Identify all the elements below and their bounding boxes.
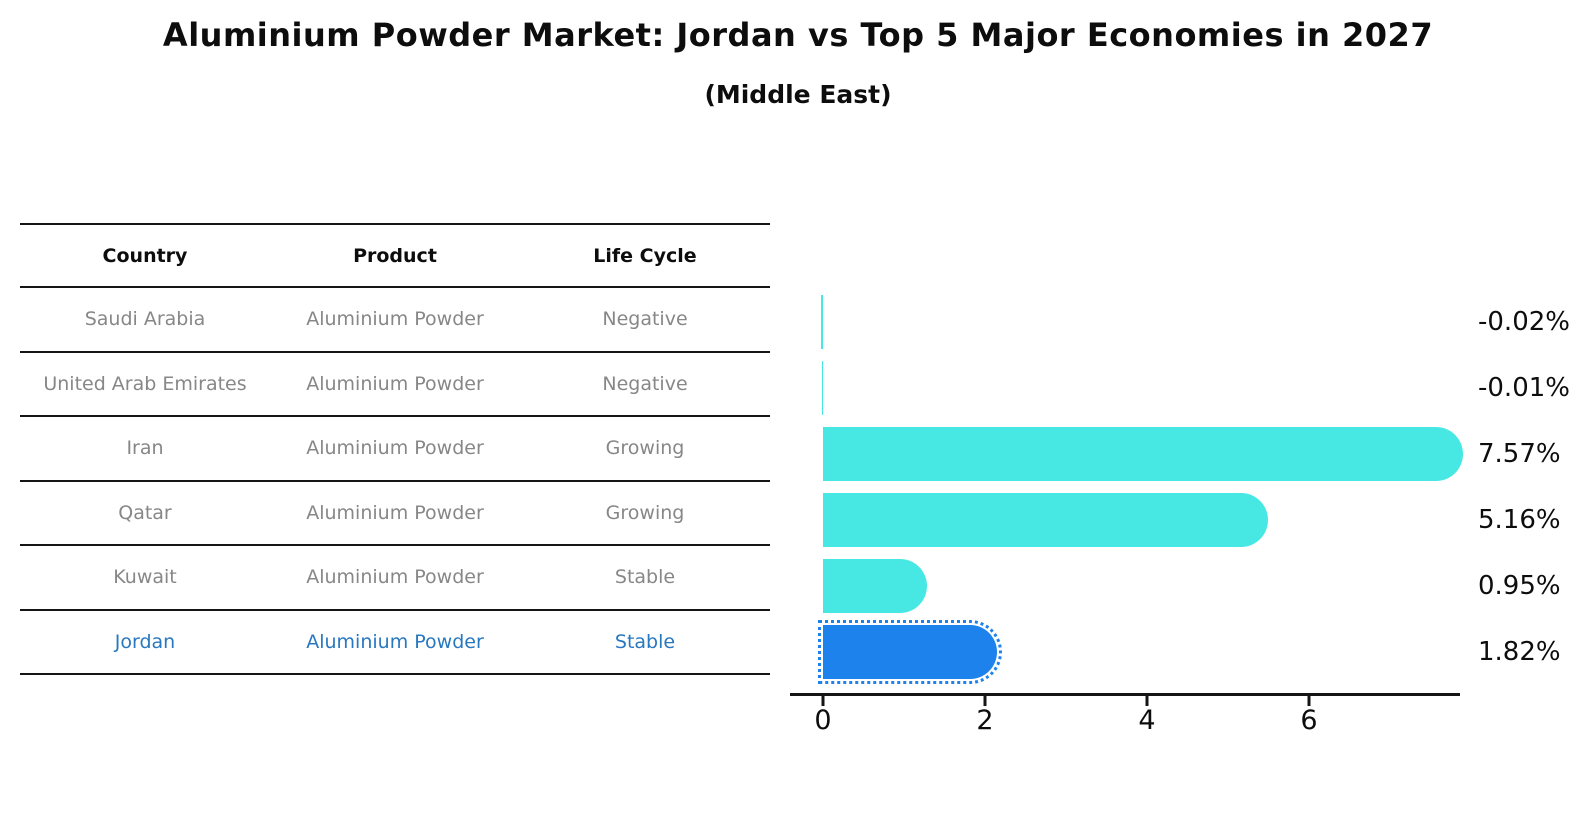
table-header-lifecycle: Life Cycle (593, 244, 697, 267)
bar-value-label: 0.95% (1478, 571, 1561, 601)
x-axis-tick (1145, 696, 1149, 706)
table-cell-lifecycle: Stable (614, 566, 676, 589)
table-cell-country: Qatar (118, 501, 172, 524)
x-axis-tick (1307, 696, 1311, 706)
bar-value-label: -0.01% (1478, 373, 1570, 403)
table-cell-lifecycle: Growing (605, 501, 685, 524)
table-cell-product: Aluminium Powder (306, 566, 484, 589)
x-axis-tick-label: 2 (976, 705, 994, 736)
x-axis-line (790, 693, 1460, 696)
bar-row: 0.95% (790, 559, 1596, 613)
table-cell-lifecycle: Growing (605, 437, 685, 460)
x-axis-tick-label: 0 (814, 705, 832, 736)
table-header-country: Country (102, 244, 188, 267)
bar-united-arab-emirates (822, 361, 823, 415)
table-cell-lifecycle: Negative (602, 308, 688, 331)
bar-value-label: 7.57% (1478, 439, 1561, 469)
table-cell-product: Aluminium Powder (306, 630, 484, 653)
table-row: Jordan Aluminium Powder Stable (20, 611, 770, 675)
table-cell-country: Kuwait (113, 566, 177, 589)
bar-value-label: 1.82% (1478, 637, 1561, 667)
table-cell-country: United Arab Emirates (43, 372, 247, 395)
table-cell-country: Saudi Arabia (84, 308, 206, 331)
x-axis-tick (821, 696, 825, 706)
table-cell-product: Aluminium Powder (306, 308, 484, 331)
bar-row: -0.01% (790, 361, 1596, 415)
chart-subtitle: (Middle East) (704, 80, 892, 109)
bar-row: -0.02% (790, 295, 1596, 349)
bar-kuwait (823, 559, 927, 613)
table-cell-lifecycle: Stable (614, 630, 676, 653)
table-row: Saudi Arabia Aluminium Powder Negative (20, 288, 770, 353)
table-row: Qatar Aluminium Powder Growing (20, 482, 770, 546)
bar-qatar (823, 493, 1268, 547)
table-cell-lifecycle: Negative (602, 372, 688, 395)
table-row: Kuwait Aluminium Powder Stable (20, 546, 770, 611)
table-cell-product: Aluminium Powder (306, 501, 484, 524)
bar-row: 5.16% (790, 493, 1596, 547)
table-row: United Arab Emirates Aluminium Powder Nega… (20, 353, 770, 417)
bar-jordan (817, 620, 1003, 684)
table-cell-product: Aluminium Powder (306, 372, 484, 395)
bar-value-label: 5.16% (1478, 505, 1561, 535)
chart-title: Aluminium Powder Market: Jordan vs Top 5… (162, 16, 1434, 54)
table-body: Saudi Arabia Aluminium Powder Negative Unit… (20, 288, 770, 675)
country-table: Country Product Life Cycle Saudi Arabia A… (20, 223, 770, 675)
x-axis-tick-label: 4 (1138, 705, 1156, 736)
table-header-product: Product (353, 244, 437, 267)
table-cell-country: Iran (126, 437, 164, 460)
bar-saudi-arabia (821, 295, 823, 349)
table-row: Iran Aluminium Powder Growing (20, 417, 770, 482)
table-header-row: Country Product Life Cycle (20, 225, 770, 288)
table-cell-country: Jordan (114, 630, 176, 653)
bar-row: 7.57% (790, 427, 1596, 481)
bar-chart: -0.02% -0.01% 7.57% 5.16% 0.95% 1.82% 0 2 4 6 (790, 289, 1596, 823)
table-cell-product: Aluminium Powder (306, 437, 484, 460)
bar-value-label: -0.02% (1478, 307, 1570, 337)
bar-row: 1.82% (790, 620, 1596, 684)
x-axis-tick (983, 696, 987, 706)
bar-iran (823, 427, 1464, 481)
x-axis-tick-label: 6 (1300, 705, 1318, 736)
